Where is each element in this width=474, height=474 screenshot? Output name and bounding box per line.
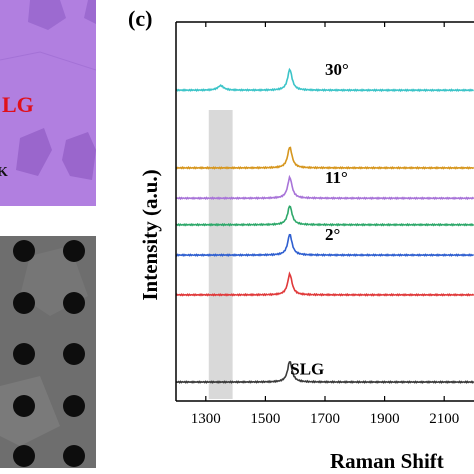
sem-hole	[13, 240, 35, 262]
series-label: SLG	[290, 359, 324, 378]
sem-hole	[13, 395, 35, 417]
sem-hole	[13, 292, 35, 314]
series-line	[175, 271, 474, 297]
sem-hole	[63, 343, 85, 365]
y-axis-label: Intensity (a.u.)	[138, 169, 162, 300]
optical-flake	[16, 128, 52, 176]
series-line	[175, 146, 474, 170]
sem-hole	[63, 395, 85, 417]
series-label: 11°	[325, 168, 348, 187]
sem-hole	[13, 445, 35, 467]
x-tick-label: 1500	[250, 411, 280, 427]
series-line	[175, 361, 474, 384]
optical-micrograph: LG K	[0, 0, 96, 206]
series-label: 2°	[325, 225, 340, 244]
series-line	[175, 67, 474, 93]
sem-hole	[63, 240, 85, 262]
sem-micrograph	[0, 236, 96, 468]
series-line	[175, 233, 474, 257]
sem-hole	[13, 343, 35, 365]
series-label: 30°	[325, 60, 349, 79]
x-tick-label: 1900	[370, 411, 400, 427]
sem-hole	[63, 445, 85, 467]
k-label: K	[0, 165, 8, 180]
x-tick-label: 1700	[310, 411, 340, 427]
optical-flake	[62, 132, 96, 180]
series-line	[175, 174, 474, 201]
optical-edge	[0, 51, 96, 71]
sem-hole	[63, 292, 85, 314]
optical-flake	[84, 0, 96, 24]
optical-flake	[28, 0, 66, 30]
slg-label: LG	[2, 92, 34, 117]
x-tick-label: 1300	[191, 411, 221, 427]
x-tick-label: 2100	[429, 411, 459, 427]
panel-label: (c)	[128, 6, 152, 31]
series-line	[175, 205, 474, 227]
x-axis-label: Raman Shift	[330, 449, 444, 473]
